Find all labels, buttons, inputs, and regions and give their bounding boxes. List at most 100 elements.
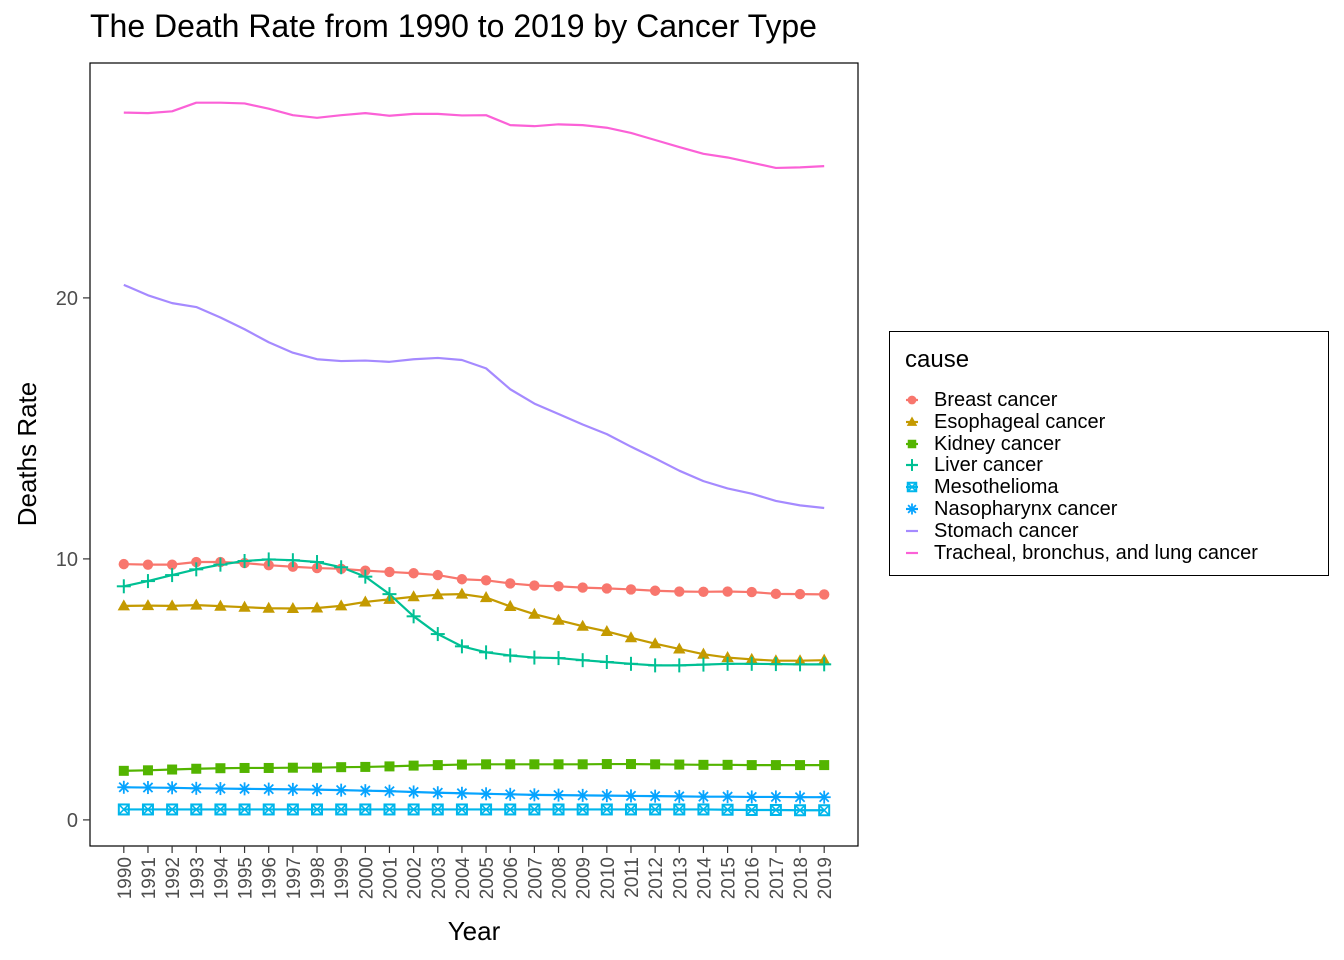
legend-label: Tracheal, bronchus, and lung cancer — [934, 541, 1258, 564]
x-tick-label: 1993 — [187, 857, 208, 899]
data-point — [334, 560, 349, 575]
data-point — [672, 658, 687, 673]
x-tick-label: 2013 — [670, 857, 691, 899]
data-point — [528, 803, 541, 816]
data-point — [142, 765, 153, 776]
data-point — [625, 759, 636, 770]
y-axis: 0 10 20 — [56, 288, 90, 832]
data-point — [238, 782, 252, 796]
data-point — [527, 788, 541, 802]
data-point — [481, 759, 492, 770]
legend-item: Tracheal, bronchus, and lung cancer — [900, 542, 1325, 564]
data-point — [480, 575, 492, 586]
data-point — [454, 639, 469, 654]
series-points — [116, 552, 832, 817]
data-point — [576, 619, 589, 631]
legend-key — [906, 439, 918, 448]
x-tick-label: 2006 — [501, 857, 522, 899]
x-tick-label: 2012 — [646, 857, 667, 899]
data-point — [793, 790, 807, 804]
y-tick-label: 10 — [56, 549, 78, 571]
series-line — [123, 808, 825, 812]
data-point — [576, 788, 590, 802]
legend-key — [906, 551, 918, 554]
data-point — [432, 760, 443, 771]
data-point — [504, 599, 517, 611]
data-point — [166, 559, 178, 570]
data-point — [649, 585, 661, 596]
data-point — [239, 762, 250, 773]
x-tick-label: 1995 — [236, 857, 257, 899]
data-point — [141, 803, 154, 816]
data-point — [141, 599, 155, 611]
data-point — [456, 574, 468, 585]
data-point — [600, 624, 614, 637]
data-point — [408, 568, 419, 579]
data-point — [624, 631, 638, 643]
data-point — [648, 637, 662, 649]
data-point — [286, 803, 299, 816]
x-tick-label: 2008 — [550, 857, 571, 899]
data-point — [215, 763, 226, 774]
data-point — [384, 761, 395, 772]
data-point — [600, 803, 613, 816]
data-point — [625, 584, 637, 595]
x-tick-label: 2018 — [791, 857, 812, 899]
data-point — [263, 762, 274, 773]
x-tick-label: 1994 — [211, 857, 232, 900]
x-tick-label: 2011 — [622, 857, 643, 898]
data-point — [721, 651, 734, 663]
data-point — [720, 656, 735, 671]
data-point — [746, 586, 757, 598]
data-point — [432, 569, 443, 581]
data-point — [793, 657, 808, 672]
data-point — [697, 647, 710, 659]
data-point — [334, 599, 348, 611]
data-point — [287, 762, 298, 773]
data-point — [527, 650, 542, 665]
data-point — [674, 586, 685, 597]
x-tick-label: 1999 — [332, 857, 353, 899]
data-point — [190, 598, 203, 610]
data-point — [479, 645, 494, 660]
data-point — [165, 781, 179, 795]
data-point — [117, 599, 130, 611]
data-point — [189, 781, 203, 795]
data-point — [360, 761, 371, 772]
data-point — [285, 553, 300, 568]
data-point — [358, 569, 373, 584]
data-point — [406, 609, 421, 624]
data-point — [431, 803, 444, 816]
y-tick-label: 0 — [67, 810, 78, 832]
legend-key — [906, 459, 918, 472]
x-tick-label: 1992 — [163, 857, 184, 899]
legend-item: Mesothelioma — [900, 476, 1325, 498]
data-point — [795, 760, 806, 771]
data-point — [722, 759, 733, 770]
legend-label: Liver cancer — [934, 454, 1043, 477]
data-point — [672, 789, 686, 803]
data-point — [746, 760, 757, 771]
data-point — [165, 568, 180, 583]
data-point — [407, 803, 420, 816]
data-point — [552, 803, 565, 816]
data-point — [167, 764, 178, 775]
data-point — [697, 803, 710, 816]
data-point — [794, 804, 807, 817]
series-line — [123, 593, 825, 662]
data-point — [141, 781, 155, 795]
data-point — [552, 788, 566, 802]
x-tick-label: 2007 — [525, 857, 546, 899]
data-point — [479, 787, 493, 801]
x-tick-label: 1998 — [308, 857, 329, 899]
data-point — [312, 762, 323, 773]
data-point — [262, 782, 276, 796]
data-point — [528, 607, 541, 619]
data-point — [601, 583, 613, 594]
x-tick-label: 2015 — [719, 857, 740, 899]
legend: cause Breast cancer Esophageal cancer Kidn… — [889, 331, 1329, 576]
data-point — [650, 759, 661, 770]
data-point — [335, 803, 348, 816]
data-point — [118, 765, 129, 776]
data-point — [262, 803, 275, 816]
